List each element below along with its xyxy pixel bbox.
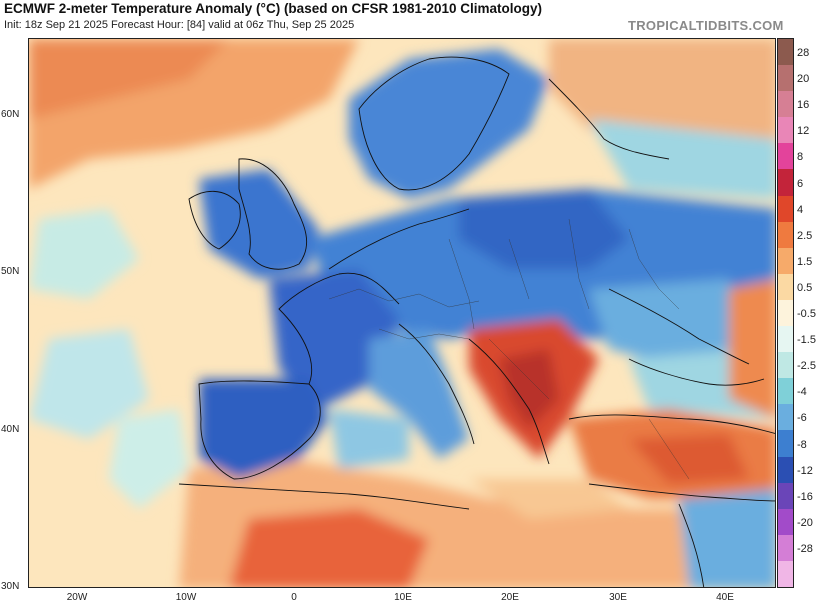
lat-label-30n: 30N <box>1 581 20 592</box>
colorbar-swatch <box>778 326 793 353</box>
colorbar-label: 28 <box>797 47 810 60</box>
france <box>269 269 399 409</box>
lon-label-30e: 30E <box>609 592 627 603</box>
lon-label-40e: 40E <box>716 592 734 603</box>
colorbar-label: 4 <box>797 203 804 216</box>
colorbar-swatch <box>778 482 793 509</box>
brand-watermark: TROPICALTIDBITS.COM <box>628 18 784 33</box>
colorbar-swatch <box>778 508 793 535</box>
colorbar-swatch <box>778 169 793 196</box>
colorbar-swatch <box>778 195 793 222</box>
colorbar-label: 0.5 <box>797 281 813 294</box>
forecast-info: Init: 18z Sep 21 2025 Forecast Hour: [84… <box>4 19 355 31</box>
colorbar-label: -1.5 <box>797 334 816 347</box>
lat-label-60n: 60N <box>1 109 20 120</box>
colorbar-label: -16 <box>797 490 813 503</box>
british-isles <box>199 169 319 279</box>
colorbar-label: 6 <box>797 177 804 190</box>
colorbar-swatch <box>778 430 793 457</box>
colorbar-label: 8 <box>797 151 804 164</box>
colorbar-label: -0.5 <box>797 308 816 321</box>
map-title: ECMWF 2-meter Temperature Anomaly (°C) (… <box>4 1 543 16</box>
colorbar-swatch <box>778 299 793 327</box>
colorbar-swatch <box>778 378 793 405</box>
colorbar-label: -28 <box>797 542 813 555</box>
colorbar-swatch <box>778 534 793 561</box>
colorbar-label: -2.5 <box>797 360 816 373</box>
colorbar-swatch <box>778 39 793 66</box>
lat-label-50n: 50N <box>1 266 20 277</box>
colorbar-swatch <box>778 404 793 431</box>
colorbar-label: -6 <box>797 412 807 425</box>
colorbar-swatch <box>778 117 793 144</box>
colorbar-swatch <box>778 560 793 587</box>
scandinavia <box>349 49 549 199</box>
colorbar-label: 2.5 <box>797 229 813 242</box>
colorbar-swatch <box>778 91 793 118</box>
colorbar-swatch <box>778 352 793 379</box>
colorbar-label: -12 <box>797 464 813 477</box>
colorbar-swatch <box>778 143 793 170</box>
colorbar-swatch <box>778 65 793 92</box>
colorbar-swatch <box>778 273 793 300</box>
lon-label-0: 0 <box>291 592 297 603</box>
colorbar-label: 1.5 <box>797 255 813 268</box>
lon-label-20e: 20E <box>501 592 519 603</box>
colorbar-label: -20 <box>797 516 813 529</box>
colorbar <box>777 38 794 588</box>
colorbar-swatch <box>778 221 793 248</box>
lon-label-10w: 10W <box>175 592 197 603</box>
lon-label-20w: 20W <box>66 592 88 603</box>
lon-label-10e: 10E <box>394 592 412 603</box>
colorbar-swatch <box>778 247 793 274</box>
iberia <box>199 379 329 479</box>
lat-label-40n: 40N <box>1 424 20 435</box>
map-canvas <box>29 39 775 587</box>
anomaly-map[interactable] <box>28 38 776 588</box>
colorbar-label: 12 <box>797 125 810 138</box>
colorbar-label: -4 <box>797 386 807 399</box>
colorbar-label: 16 <box>797 99 810 112</box>
borders <box>328 218 690 480</box>
colorbar-swatch <box>778 456 793 483</box>
colorbar-label: 20 <box>797 73 810 86</box>
colorbar-label: -8 <box>797 438 807 451</box>
coastlines <box>178 56 775 587</box>
